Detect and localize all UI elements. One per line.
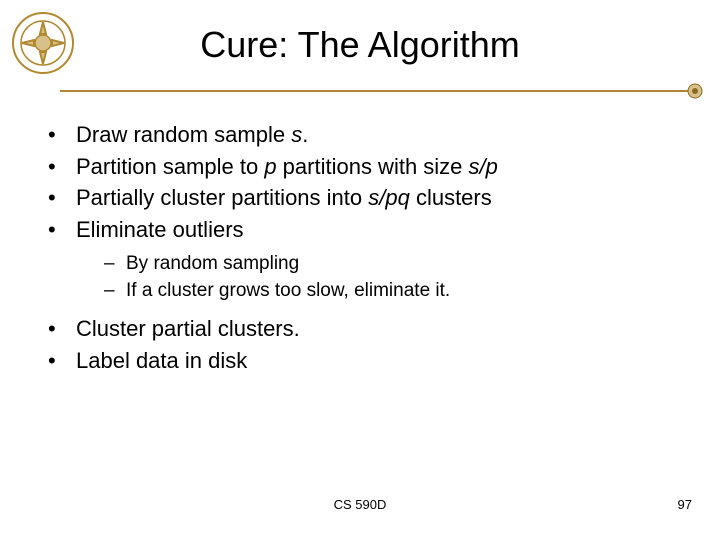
bullet-marker: •: [48, 346, 76, 376]
sub-bullet-item: – By random sampling: [104, 251, 680, 277]
bullet-item: • Cluster partial clusters.: [48, 314, 680, 344]
bullet-marker: •: [48, 215, 76, 245]
bullet-text: Draw random sample s.: [76, 120, 308, 150]
bullet-item: • Label data in disk: [48, 346, 680, 376]
title-divider: [60, 90, 700, 92]
slide-body: • Draw random sample s. • Partition samp…: [48, 120, 680, 377]
sub-bullet-item: – If a cluster grows too slow, eliminate…: [104, 278, 680, 304]
bullet-marker: •: [48, 120, 76, 150]
bullet-marker: •: [48, 152, 76, 182]
bullet-item: • Partition sample to p partitions with …: [48, 152, 680, 182]
bullet-text: Partition sample to p partitions with si…: [76, 152, 498, 182]
bullet-marker: •: [48, 314, 76, 344]
sub-bullet-marker: –: [104, 251, 126, 277]
bullet-item: • Partially cluster partitions into s/pq…: [48, 183, 680, 213]
sub-bullet-text: If a cluster grows too slow, eliminate i…: [126, 278, 450, 304]
sub-bullet-text: By random sampling: [126, 251, 299, 277]
slide-title: Cure: The Algorithm: [0, 0, 720, 66]
bullet-text: Eliminate outliers: [76, 215, 244, 245]
small-seal-icon: [686, 82, 704, 100]
sub-bullet-list: – By random sampling – If a cluster grow…: [104, 251, 680, 304]
bullet-item: • Draw random sample s.: [48, 120, 680, 150]
sub-bullet-marker: –: [104, 278, 126, 304]
bullet-marker: •: [48, 183, 76, 213]
footer-page-number: 97: [678, 497, 692, 512]
university-seal-logo: [8, 8, 78, 78]
bullet-text: Label data in disk: [76, 346, 247, 376]
footer-course-code: CS 590D: [0, 497, 720, 512]
bullet-item: • Eliminate outliers: [48, 215, 680, 245]
bullet-text: Cluster partial clusters.: [76, 314, 300, 344]
bullet-text: Partially cluster partitions into s/pq c…: [76, 183, 492, 213]
